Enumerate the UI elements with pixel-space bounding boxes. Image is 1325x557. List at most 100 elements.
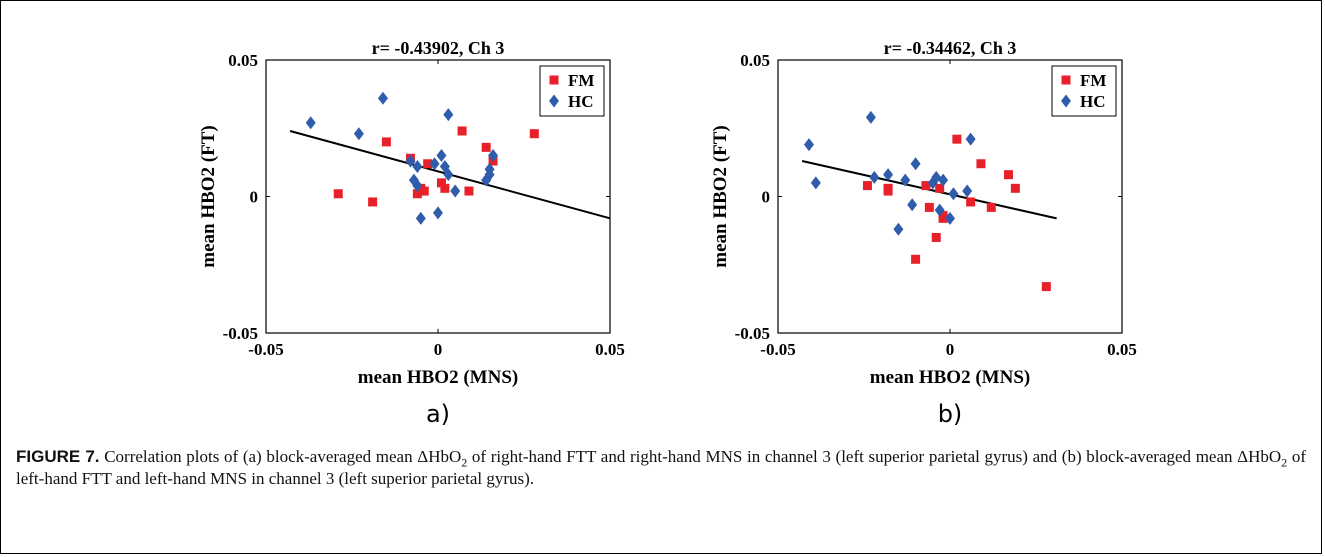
legend-label-hc: HC [1080,92,1106,111]
legend-label-fm: FM [568,71,594,90]
data-point-hc [907,198,918,212]
x-tick-label: 0.05 [1107,340,1137,359]
data-point-hc [443,168,454,182]
data-point-fm [986,202,996,212]
data-point-fm [419,186,429,196]
data-point-hc [436,149,447,163]
data-point-fm [440,183,450,193]
data-point-fm [976,159,986,169]
caption-sub-1: 2 [461,455,468,470]
data-point-hc [938,173,949,187]
legend-marker-fm [1061,75,1071,85]
caption-text-2: of right-hand FTT and right-hand MNS in … [467,447,1282,466]
data-point-fm [911,254,921,264]
legend-marker-hc [549,94,559,108]
x-tick-label: -0.05 [760,340,795,359]
data-point-fm [921,181,931,191]
data-point-fm [423,159,433,169]
caption-text-1: Correlation plots of (a) block-averaged … [99,447,462,466]
data-point-hc [415,211,426,225]
data-point-hc [412,159,423,173]
caption-label: FIGURE 7. [16,447,100,466]
data-point-hc [869,170,880,184]
data-point-hc [803,138,814,152]
data-point-hc [865,110,876,124]
data-point-hc [305,116,316,130]
data-point-fm [464,186,474,196]
data-point-hc [433,206,443,220]
data-point-hc [429,157,440,171]
data-point-fm [862,181,872,191]
caption-text-3: of left-hand FTT and left-hand MNS in ch… [16,447,1306,488]
data-point-fm [381,137,391,147]
legend-label-fm: FM [1080,71,1106,90]
data-point-fm [883,183,893,193]
x-tick-label: 0 [946,340,955,359]
data-point-hc [900,173,911,187]
legend: FM HC [1051,65,1117,117]
data-point-fm [1003,170,1013,180]
data-point-fm [481,142,491,152]
x-axis-label: mean HBO2 (MNS) [870,367,1030,388]
y-tick-label: -0.05 [223,324,258,343]
legend: FM HC [539,65,605,117]
data-point-hc [810,176,821,190]
y-tick-label: 0 [250,188,259,207]
figure-caption: FIGURE 7. Correlation plots of (a) block… [16,446,1306,490]
legend-marker-hc [1061,94,1071,108]
panel-label: b) [938,400,963,428]
chart-title: r= -0.43902, Ch 3 [372,38,505,58]
data-point-hc [488,149,499,163]
x-tick-label: -0.05 [248,340,283,359]
y-axis-label: mean HBO2 (FT) [710,125,731,268]
y-tick-label: 0.05 [228,51,258,70]
x-tick-label: 0 [434,340,443,359]
data-point-fm [931,232,941,242]
data-point-fm [368,197,378,207]
legend-box [1051,65,1117,117]
data-point-hc [405,154,416,168]
data-point-hc [883,168,894,182]
x-axis-label: mean HBO2 (MNS) [358,367,518,388]
data-point-fm [1041,282,1051,292]
caption-sub-2: 2 [1281,455,1288,470]
y-tick-label: -0.05 [735,324,770,343]
y-tick-label: 0 [762,188,771,207]
chart-panel-2: -0.05 0 0.05 -0.05 0 0.05 r= -0.34462, Ch 3 mea… [710,38,1137,428]
data-point-fm [935,183,945,193]
legend-label-hc: HC [568,92,594,111]
data-point-hc [948,187,959,201]
chart-title: r= -0.34462, Ch 3 [884,38,1017,58]
data-point-fm [938,213,948,223]
data-point-fm [1010,183,1020,193]
chart-panel-1: -0.05 0 0.05 -0.05 0 0.05 r= -0.43902, Ch 3 mea… [198,38,625,428]
y-axis-label: mean HBO2 (FT) [198,125,219,268]
y-tick-label: 0.05 [740,51,770,70]
data-point-hc [934,203,945,217]
data-point-fm [412,189,422,199]
data-point-hc [484,162,495,176]
panel-label: a) [426,400,450,428]
data-point-fm [333,189,343,199]
data-point-hc [910,157,921,171]
data-point-hc [945,211,955,225]
x-tick-label: 0.05 [595,340,625,359]
figure-plots: -0.05 0 0.05 -0.05 0 0.05 r= -0.43902, Ch 3 mea… [198,38,1137,428]
data-point-fm [966,197,976,207]
data-point-hc [353,127,364,141]
data-point-hc [962,184,973,198]
data-point-fm [924,202,934,212]
data-point-fm [457,126,467,136]
legend-box [539,65,605,117]
data-point-hc [412,179,423,193]
data-point-fm [436,178,446,188]
data-point-fm [952,134,962,144]
data-point-hc [377,91,388,105]
data-point-fm [529,129,539,139]
data-point-hc [893,222,904,236]
legend-marker-fm [549,75,559,85]
data-point-hc [965,132,976,146]
data-point-hc [450,184,461,198]
data-point-hc [443,108,454,122]
